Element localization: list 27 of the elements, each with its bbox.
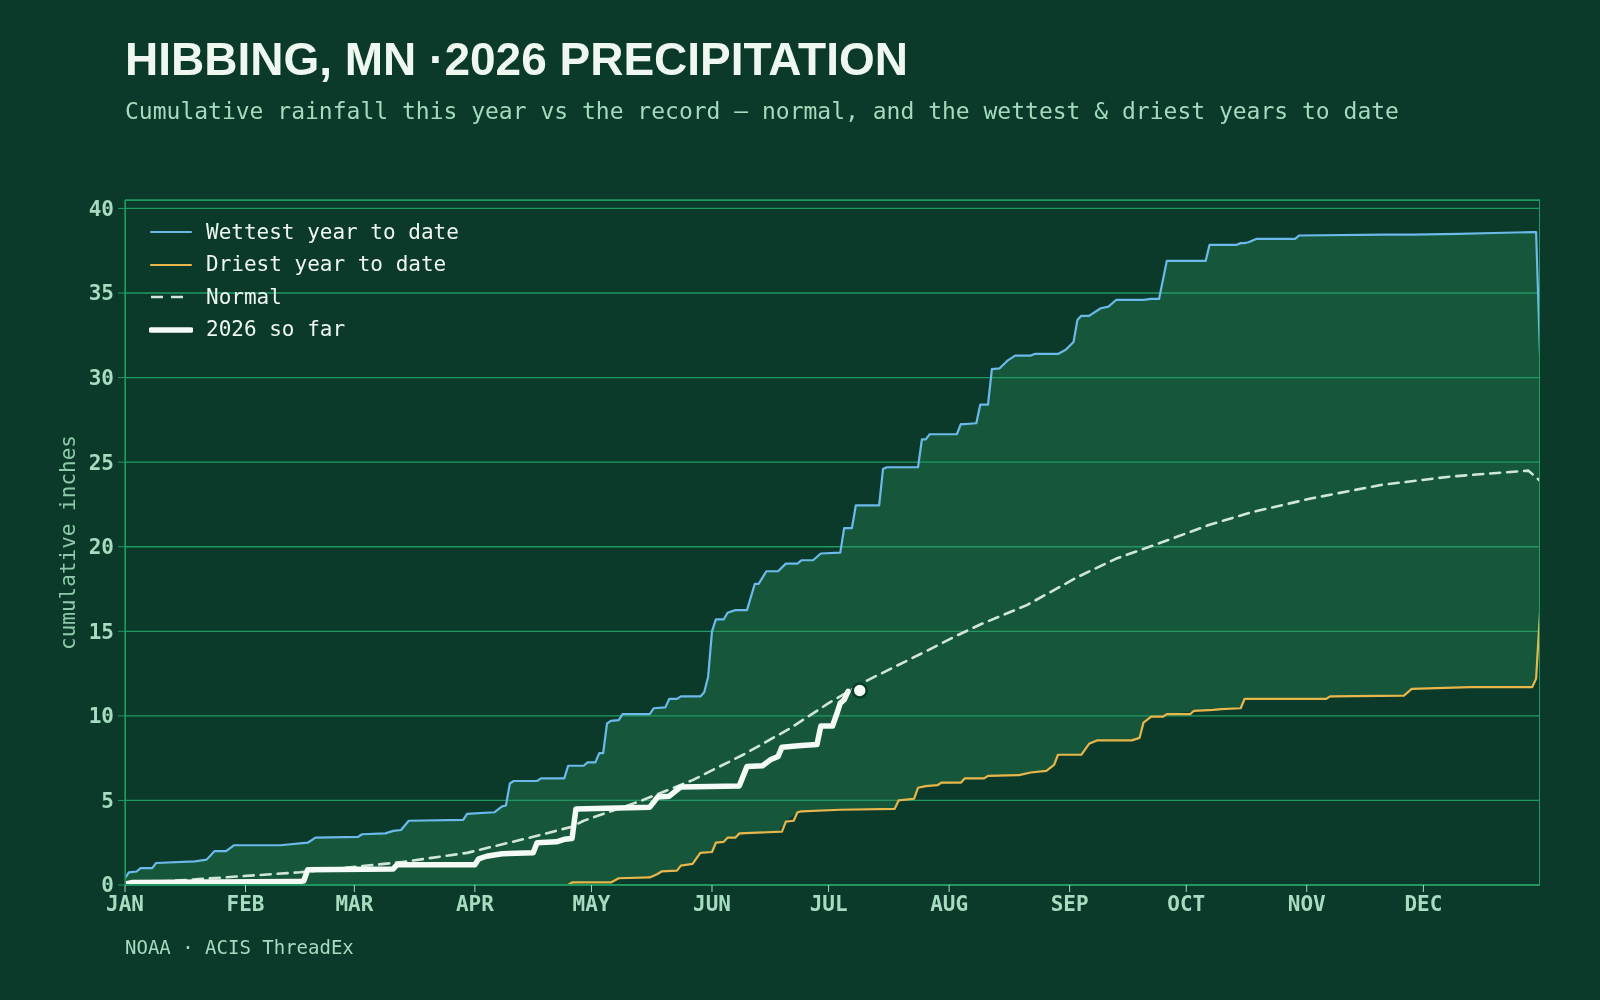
y-tick-label: 35 [88, 281, 114, 306]
y-tick-label: 5 [101, 788, 114, 813]
x-tick-label: SEP [1050, 891, 1089, 916]
x-tick-label: DEC [1404, 891, 1443, 916]
text: NOAA · ACIS ThreadEx [125, 936, 354, 958]
y-tick-label: 10 [88, 704, 114, 729]
x-tick-label: AUG [930, 891, 969, 916]
legend-label: Wettest year to date [206, 219, 459, 244]
y-tick-label: 40 [88, 196, 114, 221]
legend-label: 2026 so far [206, 317, 346, 342]
chart-title: HIBBING, MN ·2026 PRECIPITATION [125, 33, 908, 85]
x-tick-label: NOV [1287, 891, 1327, 916]
x-tick-label: JUL [809, 891, 848, 916]
x-tick-label: MAR [335, 891, 374, 916]
y-axis-title: cumulative inches [56, 435, 80, 650]
chart-subtitle: Cumulative rainfall this year vs the record — normal, and the wettest & driest years to date [125, 98, 1399, 124]
legend-label: Normal [206, 284, 282, 309]
legend-label: Driest year to date [206, 252, 447, 277]
x-tick-label: MAY [572, 891, 611, 916]
x-tick-label: APR [455, 891, 495, 916]
y-tick-label: 20 [88, 535, 114, 560]
y-tick-label: 25 [88, 450, 114, 475]
y-tick-label: 30 [88, 366, 114, 391]
x-tick-label: FEB [226, 891, 265, 916]
x-tick-label: OCT [1167, 891, 1206, 916]
y-tick-label: 15 [88, 619, 114, 644]
x-tick-label: JUN [693, 891, 731, 916]
